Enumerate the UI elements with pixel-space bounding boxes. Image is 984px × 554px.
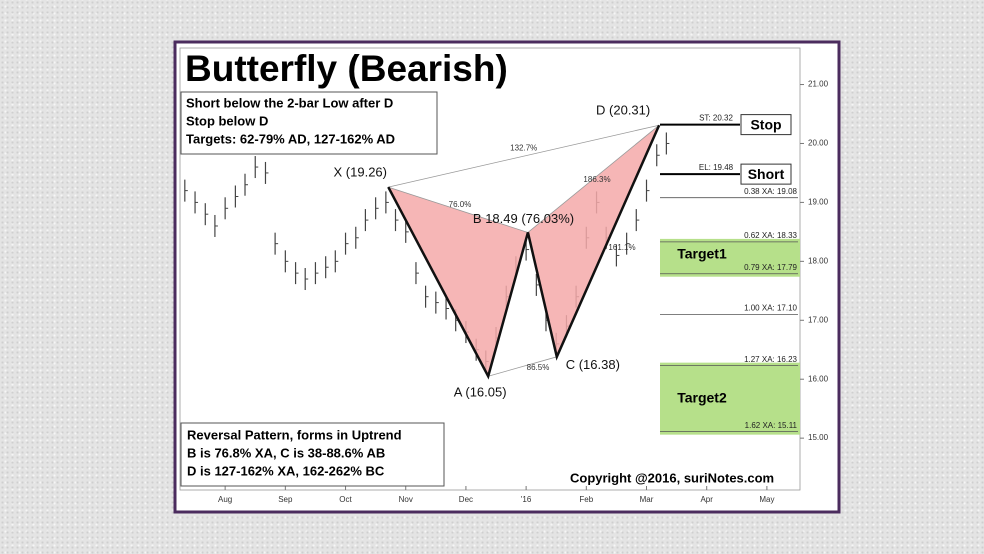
x-tick-label: Sep [278, 495, 293, 504]
ratio-label: 76.0% [449, 200, 472, 209]
point-label: C (16.38) [566, 357, 620, 372]
target-label: Target2 [677, 389, 727, 405]
copyright: Copyright @2016, suriNotes.com [570, 470, 774, 485]
order-label: Short [748, 166, 785, 182]
ratio-line [388, 186, 529, 233]
ratio-label: 86.5% [527, 363, 550, 372]
x-tick-label: Apr [700, 495, 713, 504]
y-tick-label: 20.00 [808, 139, 829, 148]
x-tick-label: Feb [579, 495, 593, 504]
rules-box [180, 91, 438, 155]
ratio-line [488, 356, 557, 377]
point-label: B 18.49 (76.03%) [473, 211, 574, 226]
levels: ST: 20.32 Stop EL: 19.48 Short 0.38 XA: 19.0… [660, 114, 798, 433]
ratio-label: 186.3% [583, 175, 610, 184]
axes: 15.00 16.00 17.00 18.00 19.00 20.00 21.00 Aug Se… [218, 80, 829, 504]
x-tick-label: Aug [218, 495, 232, 504]
level-label: 1.00 XA: 17.10 [744, 303, 797, 312]
level-label: ST: 20.32 [699, 114, 733, 123]
chart-title: Butterfly (Bearish) [185, 48, 508, 89]
y-tick-label: 15.00 [808, 433, 829, 442]
y-tick-label: 18.00 [808, 256, 829, 265]
y-tick-label: 16.00 [808, 374, 829, 383]
order-box [740, 163, 792, 185]
target-label: Target1 [677, 246, 727, 262]
x-tick-label: '16 [521, 495, 532, 504]
level-label: 0.79 XA: 17.79 [744, 263, 797, 272]
ratio-label: 161.1% [608, 243, 635, 252]
ratio-label: 132.7% [510, 143, 537, 152]
ratio-line [388, 124, 660, 188]
order-label: Stop [750, 116, 781, 132]
pattern-leg [387, 124, 661, 380]
rule-text: Short below the 2-bar Low after D [186, 95, 393, 110]
x-tick-label: May [759, 495, 774, 504]
pattern-fill [388, 187, 528, 377]
note-text: B is 76.8% XA, C is 38-88.6% AB [187, 445, 385, 460]
rule-text: Targets: 62-79% AD, 127-162% AD [186, 131, 395, 146]
point-label: A (16.05) [454, 385, 507, 400]
level-label: 1.27 XA: 16.23 [744, 355, 797, 364]
target-zone [660, 362, 800, 435]
y-tick-label: 21.00 [808, 80, 829, 89]
order-box [740, 114, 792, 136]
pattern: X (19.26) A (16.05) B 18.49 (76.03%) C (16.… [334, 103, 661, 400]
point-label: D (20.31) [596, 103, 650, 118]
level-label: 0.38 XA: 19.08 [744, 187, 797, 196]
y-tick-label: 17.00 [808, 315, 829, 324]
x-tick-label: Oct [339, 495, 352, 504]
note-text: Reversal Pattern, forms in Uptrend [187, 427, 402, 442]
level-label: EL: 19.48 [699, 163, 734, 172]
target-zones: Target1 Target2 [660, 238, 800, 435]
level-label: 1.62 XA: 15.11 [745, 421, 798, 430]
x-tick-label: Nov [399, 495, 413, 504]
ratio-line [527, 124, 660, 233]
point-label: X (19.26) [334, 165, 387, 180]
note-text: D is 127-162% XA, 162-262% BC [187, 463, 385, 478]
x-tick-label: Mar [640, 495, 654, 504]
notes-box [180, 422, 445, 487]
x-tick-label: Dec [459, 495, 473, 504]
level-label: 0.62 XA: 18.33 [744, 231, 797, 240]
rule-text: Stop below D [186, 113, 268, 128]
target-zone [660, 238, 800, 277]
pattern-fill [527, 125, 660, 357]
y-tick-label: 19.00 [808, 198, 829, 207]
